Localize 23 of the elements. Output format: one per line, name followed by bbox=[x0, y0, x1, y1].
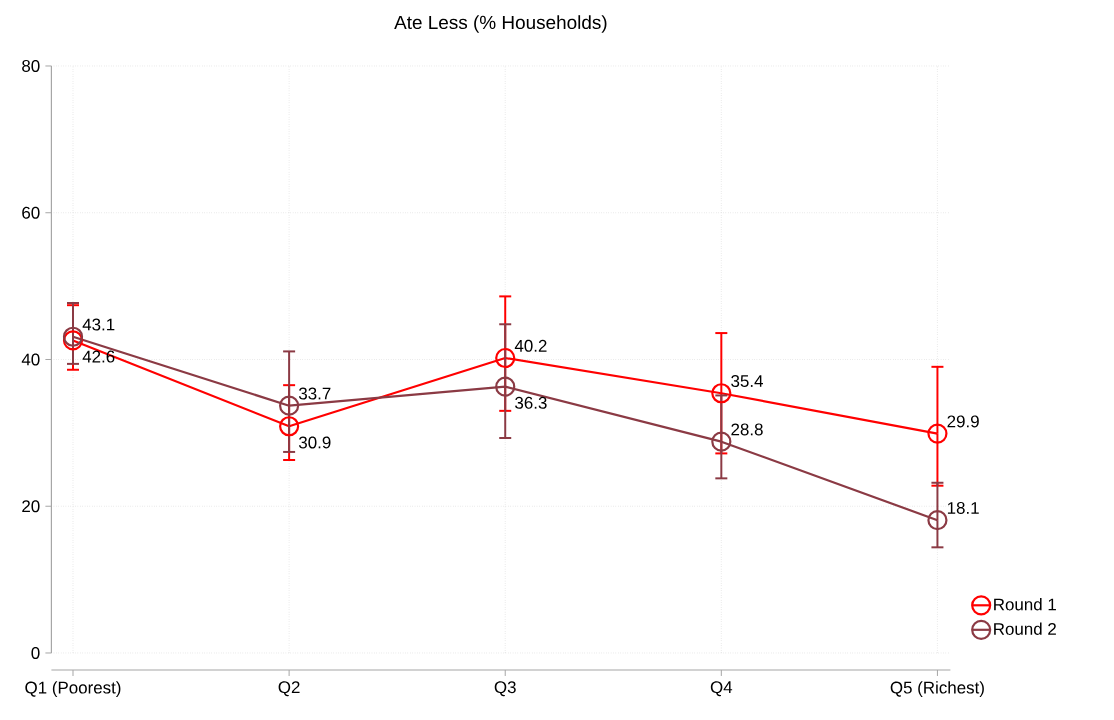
x-tick-label: Q2 bbox=[278, 681, 300, 697]
data-label: 18.1 bbox=[947, 501, 979, 514]
data-label: 36.3 bbox=[515, 396, 547, 409]
legend-label: Round 1 bbox=[994, 598, 1056, 611]
x-tick-label: Q4 bbox=[710, 681, 733, 697]
chart-title: Ate Less (% Households) bbox=[394, 15, 607, 33]
data-label: 42.6 bbox=[82, 350, 115, 363]
data-label: 33.7 bbox=[298, 387, 331, 400]
data-label: 43.1 bbox=[82, 318, 115, 331]
data-label: 30.9 bbox=[298, 436, 331, 449]
legend-label: Round 2 bbox=[994, 622, 1056, 635]
x-tick-label: Q1 (Poorest) bbox=[25, 681, 121, 697]
data-label: 28.8 bbox=[731, 423, 763, 436]
data-label: 35.4 bbox=[731, 375, 763, 388]
x-tick-label: Q3 bbox=[494, 681, 516, 697]
y-tick-label: 60 bbox=[22, 206, 40, 219]
y-tick-label: 20 bbox=[22, 500, 40, 513]
y-tick-label: 0 bbox=[31, 646, 40, 659]
y-tick-label: 80 bbox=[22, 59, 40, 72]
data-label: 29.9 bbox=[947, 415, 979, 428]
y-tick-label: 40 bbox=[21, 353, 40, 366]
x-tick-label: Q5 (Richest) bbox=[890, 681, 984, 697]
data-label: 40.2 bbox=[514, 339, 547, 352]
